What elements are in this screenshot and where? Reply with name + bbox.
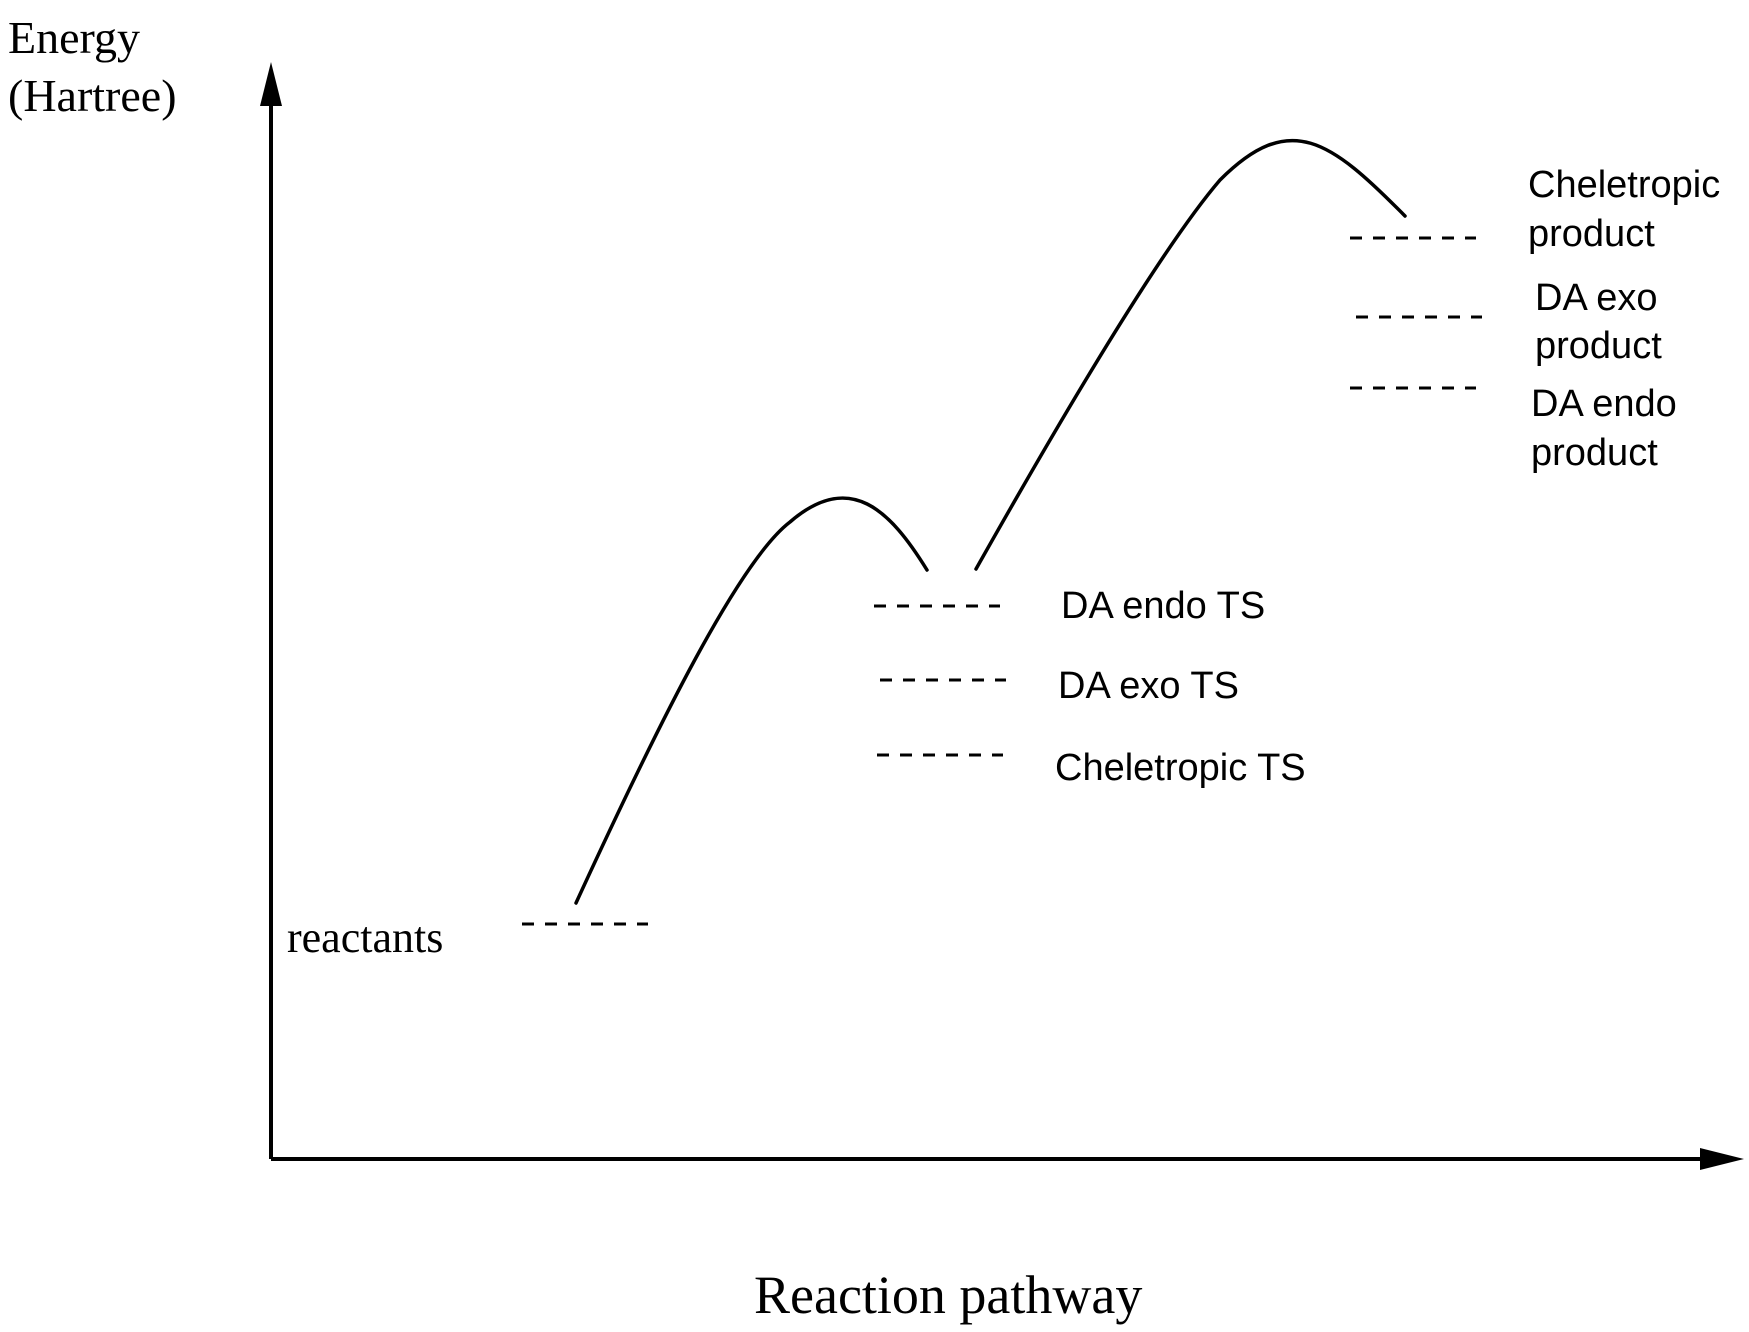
cheletropic-ts-label: Cheletropic TS: [1055, 747, 1306, 789]
cheletropic-product-label-line1: Cheletropic: [1528, 164, 1720, 206]
exo-product-label-line1: DA exo: [1535, 277, 1658, 319]
y-axis: [260, 62, 282, 1159]
x-axis: [271, 1148, 1744, 1170]
x-axis-arrow-icon: [1700, 1148, 1744, 1170]
endo-ts-label: DA endo TS: [1061, 585, 1265, 627]
exo-ts-label: DA exo TS: [1058, 665, 1239, 707]
second-barrier-curve: [974, 138, 1407, 571]
x-axis-title: Reaction pathway: [754, 1265, 1142, 1325]
reactants-label: reactants: [287, 913, 443, 962]
first-barrier-curve: [574, 496, 929, 905]
y-axis-title-line2: (Hartree): [8, 70, 177, 121]
cheletropic-product-label-line2: product: [1528, 213, 1655, 255]
exo-product-label-line2: product: [1535, 325, 1662, 367]
endo-product-label-line2: product: [1531, 432, 1658, 474]
endo-product-label-line1: DA endo: [1531, 383, 1677, 425]
y-axis-title-line1: Energy: [8, 12, 140, 63]
y-axis-arrow-icon: [260, 62, 282, 106]
